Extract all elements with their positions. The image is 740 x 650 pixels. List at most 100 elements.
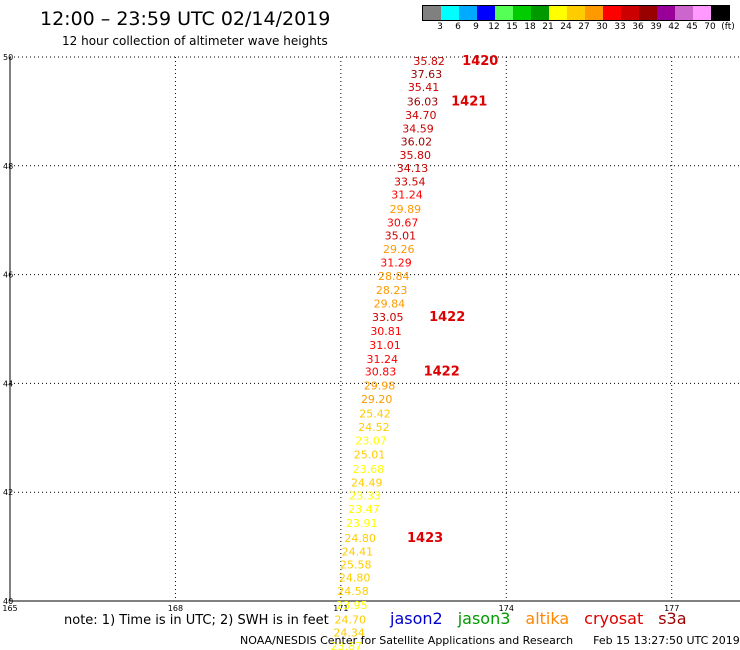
wave-height-label: 24.70 — [334, 613, 366, 626]
wave-height-label: 35.41 — [408, 81, 440, 94]
wave-height-label: 24.80 — [344, 532, 376, 545]
wave-height-label: 34.59 — [402, 122, 434, 135]
color-swatch — [477, 6, 495, 20]
color-swatch — [621, 6, 639, 20]
color-scale-label: 45 — [686, 22, 698, 32]
y-tick-label: 46 — [3, 271, 13, 280]
color-swatch — [459, 6, 477, 20]
wave-height-label: 36.03 — [407, 96, 439, 109]
wave-height-label: 24.80 — [339, 572, 371, 585]
time-label: 1421 — [451, 95, 487, 110]
x-tick-label: 168 — [168, 604, 183, 613]
color-swatch — [585, 6, 603, 20]
generation-timestamp: Feb 15 13:27:50 UTC 2019 — [593, 634, 740, 647]
color-swatch — [675, 6, 693, 20]
color-scale-label: (ft) — [721, 22, 735, 32]
wave-height-label: 31.24 — [391, 189, 423, 202]
color-scale-label: 12 — [488, 22, 500, 32]
wave-height-label: 23.91 — [346, 517, 378, 530]
time-label: 1422 — [424, 364, 460, 379]
color-scale-label: 70 — [704, 22, 716, 32]
page-title: 12:00 – 23:59 UTC 02/14/2019 — [40, 8, 331, 30]
wave-height-label: 30.83 — [365, 365, 397, 378]
color-scale-label: 27 — [578, 22, 590, 32]
color-scale-label: 3 — [437, 22, 443, 32]
wave-height-label: 36.02 — [401, 135, 433, 148]
wave-height-label: 24.58 — [337, 585, 369, 598]
wave-height-label: 23.95 — [336, 599, 368, 612]
y-tick-label: 50 — [3, 53, 13, 62]
wave-height-label: 25.58 — [340, 559, 372, 572]
satellite-legend-item: jason2 — [390, 609, 443, 628]
y-tick-label: 42 — [3, 488, 13, 497]
footnote: note: 1) Time is in UTC; 2) SWH is in fe… — [64, 613, 329, 628]
color-swatch — [693, 6, 711, 20]
wave-height-label: 23.47 — [348, 503, 380, 516]
color-scale-labels: 3 6 9 12 15 18 21 24 27 30 33 36 39 42 45 70 (ft) — [422, 22, 740, 34]
wave-height-label: 29.98 — [364, 380, 396, 393]
satellite-legend-item: cryosat — [584, 609, 644, 628]
wave-height-label: 24.41 — [342, 545, 374, 558]
color-swatch — [711, 6, 729, 20]
time-label: 1420 — [462, 54, 498, 69]
wave-height-label: 25.42 — [359, 407, 391, 420]
satellite-legend-item: altika — [525, 609, 570, 628]
wave-height-label: 29.20 — [361, 393, 393, 406]
wave-height-label: 35.01 — [385, 229, 417, 242]
y-tick-label: 40 — [3, 597, 13, 606]
color-scale-label: 15 — [506, 22, 518, 32]
color-scale-label: 24 — [560, 22, 572, 32]
color-swatch — [441, 6, 459, 20]
wave-height-label: 30.81 — [370, 325, 402, 338]
satellite-legend-item: jason3 — [457, 609, 511, 628]
x-tick-label: 177 — [664, 604, 679, 613]
wave-height-label: 29.84 — [374, 297, 406, 310]
color-swatch — [639, 6, 657, 20]
color-swatch — [657, 6, 675, 20]
wave-height-label: 31.29 — [380, 257, 412, 270]
color-scale-label: 39 — [650, 22, 662, 32]
wave-height-label: 33.54 — [394, 176, 426, 189]
wave-height-label: 29.89 — [390, 203, 422, 216]
color-scale-label: 36 — [632, 22, 644, 32]
satellite-legend-item: s3a — [658, 609, 687, 628]
satellite-legend: jason2 jason3 altika cryosat s3a — [390, 609, 687, 628]
wave-height-label: 34.70 — [405, 109, 437, 122]
color-swatch — [423, 6, 441, 20]
x-tick-label: 174 — [499, 604, 514, 613]
wave-height-label: 28.84 — [378, 270, 410, 283]
wave-height-label: 29.26 — [383, 243, 415, 256]
time-label: 1423 — [407, 531, 443, 546]
source-credit: NOAA/NESDIS Center for Satellite Applica… — [240, 634, 574, 647]
color-scale-label: 6 — [455, 22, 461, 32]
y-tick-label: 44 — [3, 379, 13, 388]
y-tick-label: 48 — [3, 162, 13, 171]
wave-height-label: 23.68 — [353, 463, 385, 476]
color-swatch — [567, 6, 585, 20]
wave-height-label: 24.34 — [333, 627, 365, 640]
wave-height-label: 24.49 — [351, 476, 383, 489]
wave-height-label: 31.01 — [369, 339, 401, 352]
color-swatch — [513, 6, 531, 20]
wave-height-label: 31.24 — [366, 353, 398, 366]
wave-height-label: 23.87 — [331, 640, 363, 650]
time-label: 1422 — [429, 310, 465, 325]
wave-height-label: 23.33 — [349, 489, 381, 502]
color-swatch — [549, 6, 567, 20]
wave-height-label: 35.82 — [413, 55, 445, 68]
color-scale-legend — [422, 5, 730, 21]
wave-height-label: 30.67 — [387, 216, 419, 229]
page-subtitle: 12 hour collection of altimeter wave hei… — [62, 34, 328, 48]
color-scale-label: 21 — [542, 22, 554, 32]
wave-height-label: 37.63 — [411, 68, 443, 81]
x-tick-label: 171 — [333, 604, 348, 613]
color-scale-label: 18 — [524, 22, 536, 32]
wave-height-label: 35.80 — [400, 149, 432, 162]
wave-height-label: 28.23 — [376, 284, 408, 297]
color-scale-label: 9 — [473, 22, 479, 32]
wave-height-label: 23.07 — [355, 435, 387, 448]
wave-height-label: 34.13 — [397, 162, 429, 175]
color-scale-label: 30 — [596, 22, 608, 32]
wave-height-label: 24.52 — [358, 421, 390, 434]
